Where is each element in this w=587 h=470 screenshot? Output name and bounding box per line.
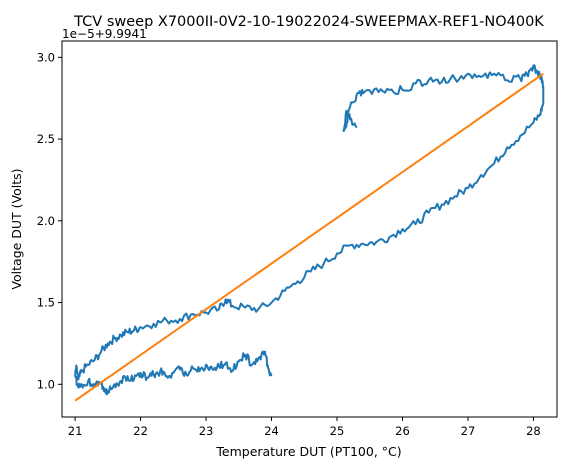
y-axis-ticks: 1.0 1.5 2.0 2.5 3.0 — [37, 50, 62, 391]
y-axis-label: Voltage DUT (Volts) — [9, 168, 24, 289]
y-tick-label: 1.0 — [37, 377, 55, 391]
chart-title: TCV sweep X7000II-0V2-10-19022024-SWEEPM… — [73, 14, 544, 30]
y-tick-label: 2.0 — [37, 214, 55, 228]
x-tick-label: 22 — [133, 424, 148, 438]
x-tick-label: 25 — [330, 424, 345, 438]
x-tick-label: 23 — [199, 424, 214, 438]
series-layer — [74, 64, 545, 402]
y-tick-label: 3.0 — [37, 50, 55, 64]
y-axis-offset-text: 1e−5+9.9941 — [62, 27, 147, 41]
x-tick-label: 28 — [526, 424, 541, 438]
series-1-line — [74, 64, 545, 396]
y-tick-label: 1.5 — [37, 296, 55, 310]
x-axis-label: Temperature DUT (PT100, °C) — [215, 444, 401, 459]
y-tick-label: 2.5 — [37, 132, 55, 146]
series-2-line — [74, 72, 544, 402]
x-tick-label: 26 — [395, 424, 410, 438]
axes-frame — [61, 40, 558, 418]
plot-area — [61, 40, 558, 418]
x-tick-label: 24 — [264, 424, 279, 438]
x-axis-ticks: 21 22 23 24 25 26 27 28 — [68, 417, 541, 438]
x-tick-label: 21 — [68, 424, 83, 438]
x-tick-label: 27 — [461, 424, 476, 438]
